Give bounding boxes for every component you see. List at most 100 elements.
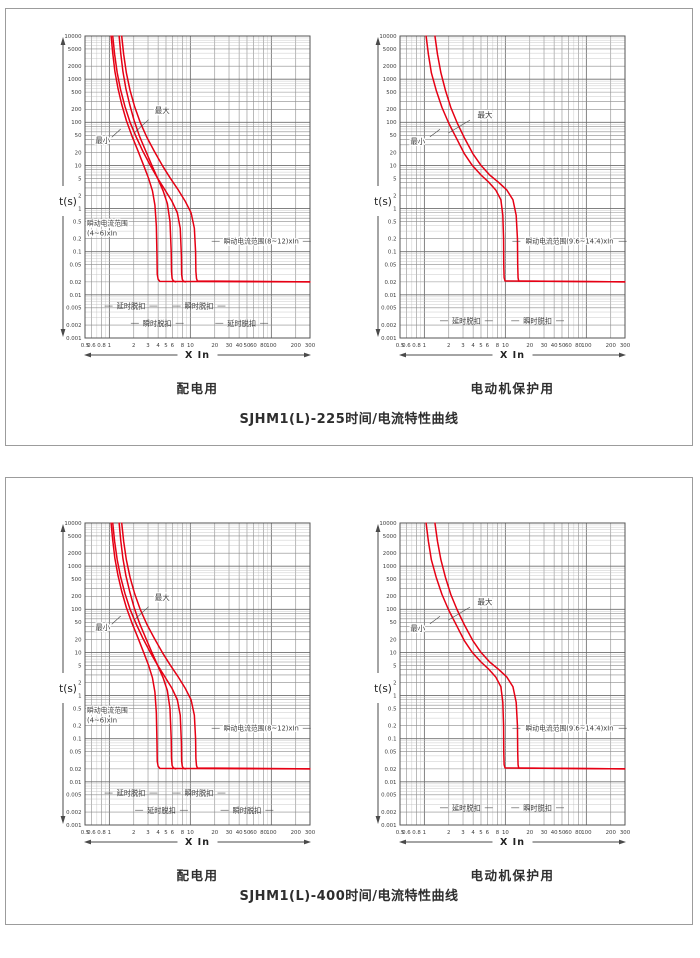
y-tick-label: 2000 bbox=[68, 64, 82, 70]
annotation-leader-line bbox=[448, 606, 471, 621]
x-tick-label: 3 bbox=[146, 830, 149, 836]
x-tick-label: 50 bbox=[559, 830, 566, 836]
chart-annotation: (4~6)xIn bbox=[87, 230, 117, 238]
y-axis-up-arrow-icon bbox=[60, 524, 66, 532]
y-tick-label: 0.5 bbox=[388, 706, 397, 712]
chart-annotation: 瞬时脱扣 bbox=[143, 319, 172, 328]
trip-curve bbox=[120, 522, 311, 770]
x-tick-label: 60 bbox=[250, 343, 257, 349]
plot-border bbox=[84, 522, 311, 826]
trip-curve bbox=[425, 35, 626, 283]
y-tick-label: 500 bbox=[386, 90, 397, 96]
y-tick-label: 5 bbox=[393, 176, 396, 182]
y-tick-label: 0.002 bbox=[381, 810, 396, 816]
x-tick-label: 80 bbox=[260, 830, 267, 836]
x-tick-label: 300 bbox=[620, 343, 631, 349]
x-tick-label: 10 bbox=[502, 830, 509, 836]
y-tick-label: 100 bbox=[386, 607, 397, 613]
y-tick-label: 5 bbox=[393, 663, 396, 669]
y-tick-label: 5000 bbox=[383, 534, 397, 540]
chart-annotation: 瞬动电流范围(9.6~14.4)xIn bbox=[526, 724, 614, 733]
x-tick-label: 200 bbox=[606, 343, 617, 349]
y-tick-label: 0.02 bbox=[69, 767, 81, 773]
annotation-leader-line bbox=[429, 615, 441, 625]
x-tick-label: 0.8 bbox=[97, 830, 106, 836]
chart-annotation: 瞬动电流范围(8~12)xIn bbox=[224, 724, 299, 733]
y-tick-label: 0.002 bbox=[66, 323, 81, 329]
x-tick-label: 300 bbox=[305, 343, 316, 349]
y-tick-label: 0.05 bbox=[69, 263, 81, 269]
y-tick-label: 1 bbox=[393, 693, 396, 699]
x-axis-label: X In bbox=[500, 837, 525, 848]
y-axis-up-arrow-icon bbox=[375, 37, 381, 45]
y-tick-label: 0.1 bbox=[73, 737, 82, 743]
y-tick-label: 1000 bbox=[68, 564, 82, 570]
x-tick-label: 6 bbox=[486, 830, 490, 836]
chart-block-motor-225: 最大 最小 瞬动电流范围(9.6~14.4)xIn 延时脱扣 瞬时脱扣 0.5 0.6 0.8… bbox=[334, 26, 634, 398]
trip-curve bbox=[110, 35, 311, 283]
chart-annotation: 瞬时脱扣 bbox=[185, 302, 214, 311]
x-tick-label: 8 bbox=[181, 830, 185, 836]
chart-annotation: 最小 bbox=[95, 136, 110, 145]
x-tick-label: 0.5 bbox=[81, 830, 90, 836]
y-tick-label: 0.005 bbox=[381, 793, 396, 799]
x-tick-label: 1 bbox=[108, 343, 111, 349]
x-axis-right-arrow-icon bbox=[619, 839, 626, 845]
x-axis-label: X In bbox=[500, 350, 525, 361]
x-tick-label: 0.6 bbox=[87, 830, 96, 836]
y-tick-label: 100 bbox=[71, 607, 82, 613]
y-tick-label: 200 bbox=[71, 594, 82, 600]
y-axis-down-arrow-icon bbox=[375, 329, 381, 337]
trip-curve bbox=[120, 35, 311, 283]
chart-annotation: 瞬时脱扣 bbox=[233, 806, 262, 815]
y-tick-label: 50 bbox=[390, 133, 397, 139]
plot-border bbox=[84, 35, 311, 339]
y-tick-label: 2000 bbox=[383, 551, 397, 557]
x-tick-label: 5 bbox=[479, 830, 482, 836]
x-tick-label: 5 bbox=[479, 343, 482, 349]
x-tick-label: 0.5 bbox=[396, 830, 405, 836]
y-tick-label: 0.002 bbox=[66, 810, 81, 816]
x-tick-label: 0.6 bbox=[87, 343, 96, 349]
x-tick-label: 300 bbox=[305, 830, 316, 836]
trip-curves bbox=[425, 522, 626, 770]
x-axis-left-arrow-icon bbox=[399, 352, 406, 358]
x-tick-label: 6 bbox=[171, 830, 175, 836]
y-tick-label: 0.5 bbox=[73, 219, 82, 225]
x-axis-label: X In bbox=[185, 837, 210, 848]
y-tick-label: 500 bbox=[386, 577, 397, 583]
chart-annotation: 延时脱扣 bbox=[147, 806, 176, 815]
y-tick-label: 2 bbox=[78, 193, 81, 199]
x-axis-left-arrow-icon bbox=[84, 839, 91, 845]
x-tick-label: 5 bbox=[164, 343, 167, 349]
annotation-leader-line bbox=[448, 119, 471, 134]
y-tick-label: 20 bbox=[390, 637, 397, 643]
y-tick-label: 5000 bbox=[383, 47, 397, 53]
y-tick-label: 2 bbox=[78, 680, 81, 686]
chart-annotation: 最小 bbox=[410, 137, 425, 146]
x-tick-label: 1 bbox=[423, 830, 426, 836]
trip-curve bbox=[434, 522, 626, 770]
x-tick-label: 200 bbox=[291, 830, 302, 836]
x-tick-label: 20 bbox=[526, 830, 533, 836]
x-axis-right-arrow-icon bbox=[619, 352, 626, 358]
y-tick-label: 0.005 bbox=[66, 793, 81, 799]
y-tick-label: 100 bbox=[386, 120, 397, 126]
x-tick-label: 50 bbox=[244, 830, 251, 836]
y-tick-label: 0.01 bbox=[69, 780, 81, 786]
x-tick-label: 8 bbox=[496, 343, 500, 349]
trip-curves bbox=[110, 522, 311, 770]
y-tick-label: 2 bbox=[393, 680, 396, 686]
x-tick-label: 8 bbox=[496, 830, 500, 836]
y-tick-label: 5000 bbox=[68, 47, 82, 53]
y-tick-label: 0.1 bbox=[73, 250, 82, 256]
x-tick-label: 0.6 bbox=[402, 343, 411, 349]
y-tick-label: 2 bbox=[393, 193, 396, 199]
chart-annotation: 瞬动电流范围 bbox=[87, 706, 128, 715]
x-tick-label: 4 bbox=[471, 830, 475, 836]
chart-caption-motor: 电动机保护用 bbox=[470, 868, 555, 883]
chart-annotation: 延时脱扣 bbox=[227, 319, 256, 328]
x-tick-label: 40 bbox=[236, 830, 243, 836]
y-tick-label: 1 bbox=[393, 206, 396, 212]
panel-title-400: SJHM1(L)-400时间/电流特性曲线 bbox=[239, 889, 459, 904]
